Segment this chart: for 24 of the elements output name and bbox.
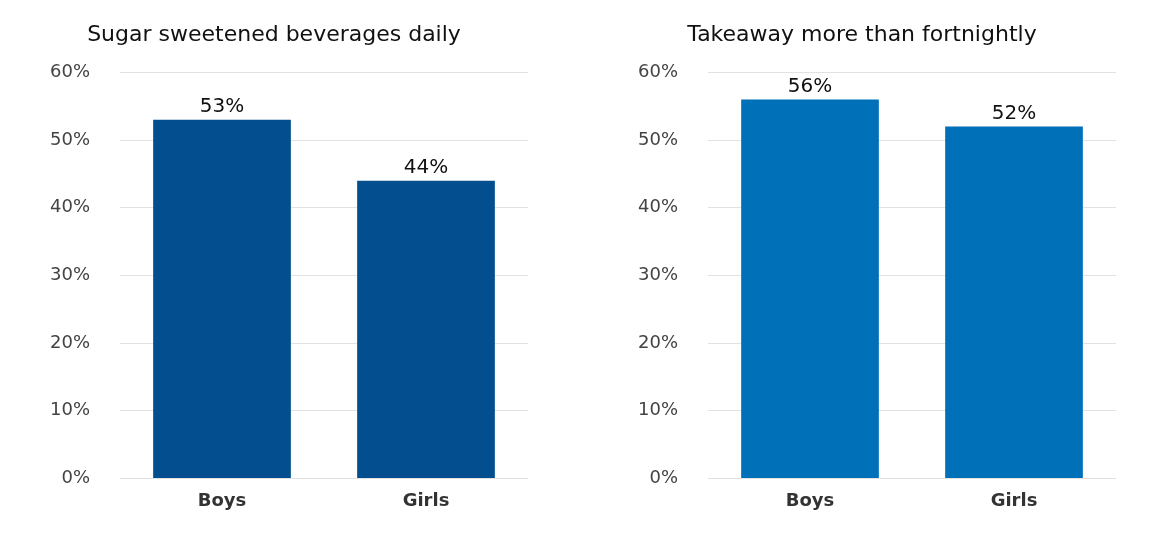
y-tick-label: 10% [49, 398, 91, 420]
y-tick-label: 60% [49, 60, 91, 82]
y-tick-label: 30% [49, 263, 91, 285]
y-tick-label: 10% [637, 398, 679, 420]
chart-title: Takeaway more than fortnightly [686, 20, 1037, 46]
y-tick-label: 0% [649, 466, 679, 488]
y-tick-label: 40% [637, 195, 679, 217]
chart-title: Sugar sweetened beverages daily [87, 20, 461, 46]
x-tick-label: Girls [990, 488, 1038, 510]
data-label: 44% [403, 153, 449, 178]
y-tick-label: 0% [61, 466, 91, 488]
x-tick-label: Girls [402, 488, 450, 510]
y-tick-label: 20% [49, 330, 91, 352]
x-tick-label: Boys [785, 488, 835, 510]
data-label: 52% [991, 99, 1037, 124]
x-tick-label: Boys [197, 488, 247, 510]
y-tick-label: 20% [637, 330, 679, 352]
y-tick-label: 40% [49, 195, 91, 217]
y-tick-label: 30% [637, 263, 679, 285]
data-label: 53% [199, 92, 245, 117]
y-tick-label: 60% [637, 60, 679, 82]
y-tick-label: 50% [637, 127, 679, 149]
data-label: 56% [787, 72, 833, 97]
y-tick-label: 50% [49, 127, 91, 149]
